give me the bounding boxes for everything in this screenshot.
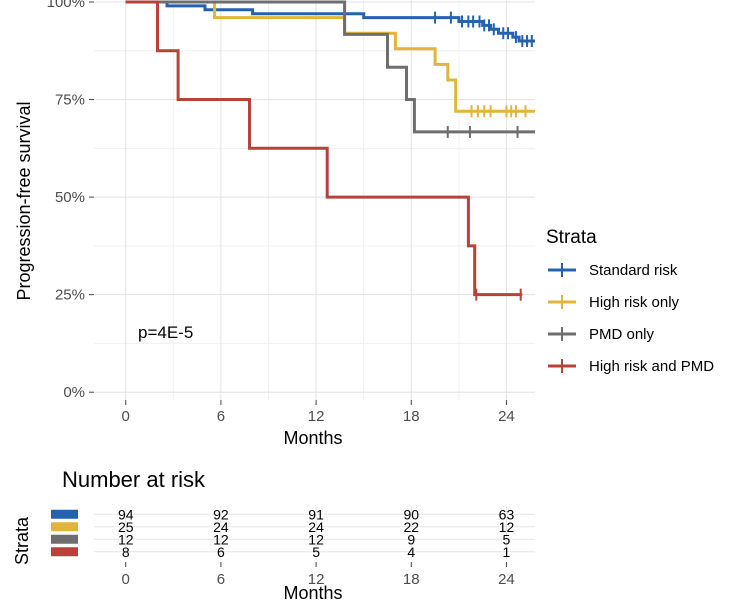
legend-label: High risk only <box>589 294 680 311</box>
survival-plot-grid <box>94 0 535 400</box>
survival-plot-axes: 0% 25% 50% 75% 100% 0 6 12 18 24 <box>47 0 515 425</box>
risk-cell-value: 92 <box>213 506 229 522</box>
survival-x-axis-label: Months <box>283 428 342 448</box>
legend-label: High risk and PMD <box>589 358 714 375</box>
risk-cell-value: 91 <box>308 506 324 522</box>
risk-cell-value: 8 <box>122 544 130 560</box>
risk-cell-value: 6 <box>217 544 225 560</box>
risk-cell-value: 4 <box>407 544 415 560</box>
x-tick-label: 12 <box>308 408 325 425</box>
legend-item: PMD only <box>548 326 655 343</box>
series-0 <box>125 0 535 48</box>
risk-cell-value: 25 <box>118 519 134 535</box>
legend-item: High risk only <box>548 294 680 311</box>
risk-x-tick-label: 12 <box>308 571 325 588</box>
risk-cell-value: 5 <box>503 531 511 547</box>
x-tick-label: 24 <box>498 408 515 425</box>
survival-curves <box>125 0 535 301</box>
risk-row-swatch <box>51 534 78 544</box>
risk-cell-value: 24 <box>308 519 324 535</box>
risk-row-swatch <box>51 547 78 557</box>
risk-cell-value: 63 <box>499 506 515 522</box>
legend-title: Strata <box>546 227 597 248</box>
risk-cell-value: 22 <box>403 519 419 535</box>
series-1 <box>125 0 535 118</box>
legend: Strata Standard risk High risk only PMD on… <box>546 227 714 375</box>
risk-table-grid <box>94 506 535 560</box>
risk-x-tick-label: 18 <box>403 571 420 588</box>
risk-cell-value: 12 <box>499 519 515 535</box>
x-tick-label: 0 <box>122 408 130 425</box>
risk-table-swatches <box>51 509 78 557</box>
survival-y-axis-label: Progression-free survival <box>14 101 34 300</box>
risk-table-title: Number at risk <box>62 467 206 492</box>
risk-x-tick-label: 6 <box>217 571 225 588</box>
survival-curve-line <box>125 0 535 43</box>
risk-panel-background <box>94 506 535 560</box>
series-3 <box>125 0 523 301</box>
legend-label: Standard risk <box>589 262 678 279</box>
y-tick-label: 0% <box>63 384 85 401</box>
series-2 <box>125 0 535 138</box>
risk-cell-value: 94 <box>118 506 134 522</box>
plot-panel-background <box>94 0 535 400</box>
risk-cell-value: 12 <box>308 531 324 547</box>
legend-item: Standard risk <box>548 262 678 279</box>
risk-cell-value: 24 <box>213 519 229 535</box>
y-tick-label: 50% <box>55 189 85 206</box>
risk-cell-value: 1 <box>503 544 511 560</box>
legend-item: High risk and PMD <box>548 358 714 375</box>
y-tick-label: 25% <box>55 287 85 304</box>
y-tick-label: 100% <box>47 0 85 11</box>
x-tick-label: 6 <box>217 408 225 425</box>
risk-table-x-ticks: 0 6 12 18 24 <box>122 562 515 588</box>
survival-curve-line <box>125 0 535 113</box>
risk-row-swatch <box>51 509 78 519</box>
survival-curve-line <box>125 0 535 134</box>
risk-table-cells: 94 92 91 90 63 25 24 24 22 12 12 12 12 9 5 8 6 5 4 1 <box>118 506 515 560</box>
risk-cell-value: 90 <box>403 506 419 522</box>
survival-plot: 0% 25% 50% 75% 100% 0 6 12 18 24 p=4E-5 Months Pr… <box>14 0 535 448</box>
risk-cell-value: 12 <box>213 531 229 547</box>
risk-cell-value: 12 <box>118 531 134 547</box>
risk-table-strata-label: Strata <box>12 516 32 565</box>
y-tick-label: 75% <box>55 92 85 109</box>
p-value-annotation: p=4E-5 <box>138 323 193 342</box>
risk-x-tick-label: 0 <box>122 571 130 588</box>
survival-curve-line <box>125 0 523 297</box>
risk-table-x-axis-label: Months <box>283 583 342 603</box>
legend-label: PMD only <box>589 326 655 343</box>
legend-items: Standard risk High risk only PMD only High … <box>548 262 714 375</box>
risk-row-swatch <box>51 522 78 532</box>
x-tick-label: 18 <box>403 408 420 425</box>
risk-cell-value: 9 <box>407 531 415 547</box>
risk-cell-value: 5 <box>312 544 320 560</box>
risk-x-tick-label: 24 <box>498 571 515 588</box>
